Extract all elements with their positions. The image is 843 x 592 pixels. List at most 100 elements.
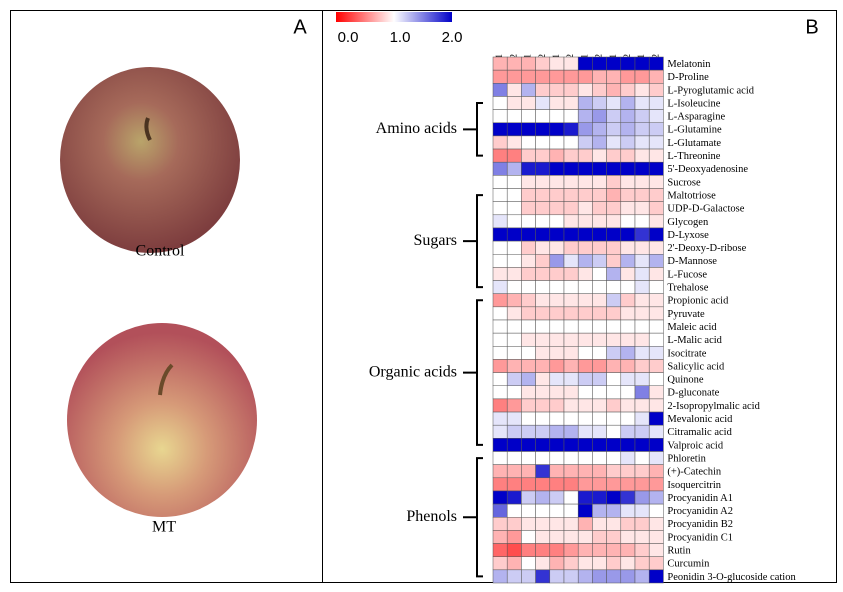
cell [535,227,551,242]
cell [606,503,622,518]
cell [535,254,551,268]
cell [549,451,565,465]
cell [521,503,536,518]
cell [563,135,579,150]
cell [620,56,636,71]
row-label: L-Fucose [667,269,707,280]
cell [577,214,593,229]
row-label: Procyanidin B2 [667,519,733,530]
cell [592,122,607,137]
row-label: Isocitrate [667,348,706,359]
cell [634,372,650,387]
cell [549,188,565,202]
cell [634,161,650,176]
cell [506,424,522,439]
cell [521,424,536,439]
cell [521,69,536,84]
cell [563,543,579,557]
cell [620,254,636,268]
cell [577,56,593,71]
cell [535,569,551,584]
cell [592,556,607,571]
cell [634,332,650,347]
cell [620,201,636,216]
row-label: D-Proline [667,72,709,83]
row-label: 5'-Deoxyadenosine [667,164,748,175]
cell [634,148,650,163]
cell [648,214,664,229]
cell [620,122,636,137]
row-label: L-Glutamine [667,125,722,136]
cell [606,227,622,242]
cell [563,201,579,216]
cell [563,438,579,452]
cell [606,56,622,71]
cell [577,569,593,584]
row-label: Melatonin [667,59,711,70]
panel-label: A [293,16,307,38]
cell [634,359,650,373]
cell [521,293,536,308]
row-label: Quinone [667,375,704,386]
cell [492,517,508,531]
cell [492,135,508,150]
cell [620,411,636,426]
cell [620,109,636,123]
cell [620,385,636,400]
cell [535,83,551,97]
cell [521,240,536,255]
cell [592,346,607,360]
cell [521,175,536,189]
cell [634,464,650,479]
cell [606,201,622,216]
cell [606,122,622,137]
cell [535,109,551,123]
cell [606,346,622,360]
cell [535,556,551,571]
cell [492,359,508,373]
cell [606,188,622,202]
cell [535,161,551,176]
cell [535,56,551,71]
cell [506,280,522,294]
cell [535,372,551,387]
cell [535,306,551,321]
cell [506,385,522,400]
cell [549,319,565,334]
mt-apple [67,323,257,517]
cell [648,148,664,163]
cell [535,398,551,413]
cell [606,477,622,492]
cell [506,451,522,465]
cell [577,451,593,465]
cell [577,96,593,110]
cell [492,161,508,176]
cell [592,83,607,97]
cell [577,319,593,334]
cell [563,293,579,308]
cell [606,398,622,413]
cell [592,69,607,84]
cell [492,464,508,479]
cell [549,346,565,360]
cell [521,214,536,229]
cell [563,161,579,176]
cell [506,161,522,176]
cell [521,188,536,202]
cell [563,451,579,465]
cell [549,385,565,400]
row-label: (+)-Catechin [667,467,721,478]
cell [521,161,536,176]
cell [506,543,522,557]
cell [535,477,551,492]
cell [506,122,522,137]
cell [563,556,579,571]
cell [506,306,522,321]
cell [492,254,508,268]
group-brace [463,457,483,578]
cell [521,56,536,71]
cell [521,306,536,321]
cell [535,135,551,150]
row-label: 2'-Deoxy-D-ribose [667,243,746,254]
cell [492,227,508,242]
